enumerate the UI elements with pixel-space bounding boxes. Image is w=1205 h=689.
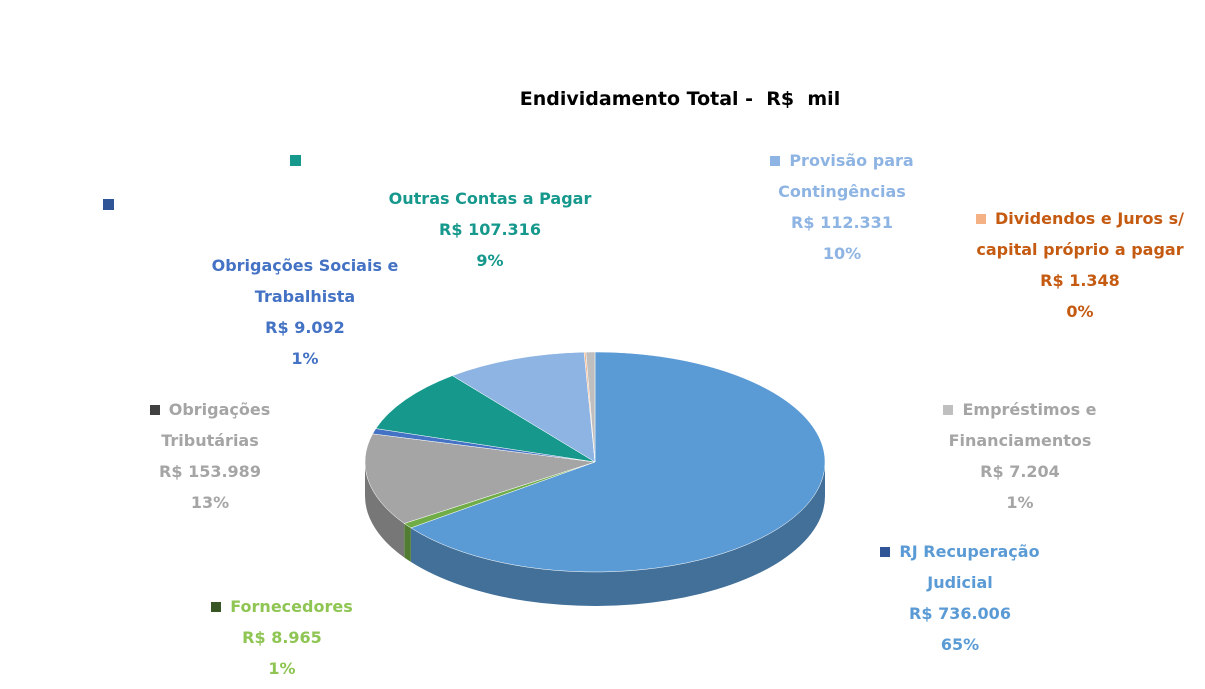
legend-square: [103, 199, 114, 210]
category-label: Obrigações Sociais e Trabalhista: [211, 256, 399, 306]
value-label: R$ 7.204: [980, 462, 1060, 481]
data-label: Dividendos e Juros s/ capital próprio a …: [965, 203, 1195, 327]
pie-slice: [410, 351, 826, 573]
pie-slice: [451, 351, 596, 463]
data-label: Obrigações Sociais e Trabalhista R$ 9.092…: [180, 250, 430, 374]
category-label: Obrigações Tributárias: [125, 394, 295, 456]
value-label: R$ 107.316: [439, 220, 541, 239]
percent-label: 1%: [291, 349, 319, 368]
legend-square: [149, 405, 160, 415]
data-label: Obrigações Tributárias R$ 153.989 13%: [125, 394, 295, 518]
percent-label: 1%: [1006, 493, 1034, 512]
category-label: Outras Contas a Pagar: [388, 189, 592, 208]
legend-square: [770, 156, 781, 166]
percent-label: 9%: [476, 251, 504, 270]
pie-slice: [375, 375, 596, 463]
percent-label: 1%: [268, 659, 296, 678]
category-label: Dividendos e Juros s/ capital próprio a …: [975, 209, 1185, 259]
category-label: Empréstimos e Financiamentos: [925, 394, 1115, 456]
pie-slice: [585, 351, 596, 463]
value-label: R$ 9.092: [265, 318, 345, 337]
data-label: Fornecedores R$ 8.965 1%: [182, 591, 382, 684]
percent-label: 65%: [940, 635, 980, 654]
category-label: Fornecedores: [182, 591, 382, 622]
pie-side: [404, 523, 411, 562]
value-label: R$ 8.965: [242, 628, 322, 647]
pie-side: [410, 462, 825, 606]
legend-square: [290, 155, 301, 166]
category-label: Provisão para Contingências: [747, 145, 937, 207]
data-label: Provisão para Contingências R$ 112.331 10%: [747, 145, 937, 269]
data-label: RJ Recuperação Judicial R$ 736.006 65%: [865, 536, 1055, 660]
pie-slice: [364, 433, 596, 524]
value-label: R$ 153.989: [159, 462, 261, 481]
category-label: RJ Recuperação Judicial: [865, 536, 1055, 598]
chart-title: Endividamento Total - R$ mil: [519, 88, 841, 110]
legend-square: [943, 405, 954, 415]
legend-square: [975, 214, 986, 224]
legend-square: [880, 547, 891, 557]
value-label: R$ 736.006: [909, 604, 1011, 623]
percent-label: 0%: [1066, 302, 1094, 321]
legend-square: [211, 602, 222, 612]
percent-label: 10%: [822, 244, 862, 263]
data-label: Empréstimos e Financiamentos R$ 7.204 1%: [925, 394, 1115, 518]
data-label: Outras Contas a Pagar R$ 107.316 9%: [365, 183, 615, 276]
value-label: R$ 112.331: [791, 213, 893, 232]
pie-side: [365, 462, 405, 558]
value-label: R$ 1.348: [1040, 271, 1120, 290]
percent-label: 13%: [190, 493, 230, 512]
